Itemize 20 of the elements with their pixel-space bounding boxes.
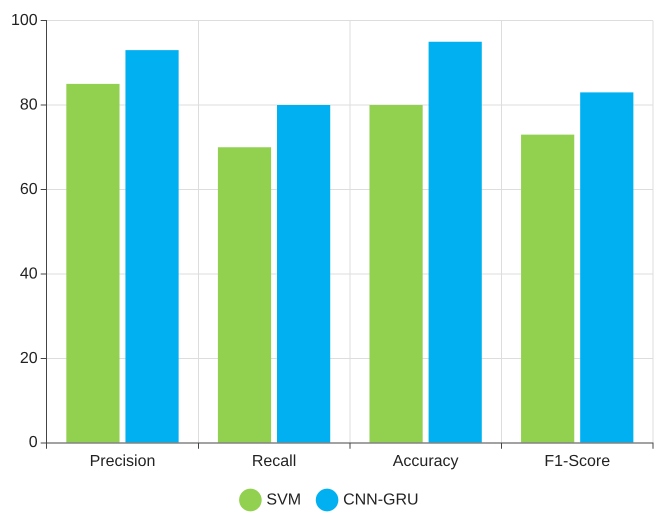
y-tick-label: 60	[20, 180, 38, 198]
bar	[521, 134, 574, 442]
x-tick-label: Precision	[90, 452, 156, 470]
legend-label: CNN-GRU	[343, 491, 419, 508]
y-tick-label: 100	[10, 12, 38, 30]
bar	[369, 105, 423, 442]
bar	[580, 92, 634, 442]
x-tick-label: Accuracy	[392, 452, 459, 470]
y-tick-label: 20	[20, 350, 38, 367]
y-tick-label: 80	[20, 96, 38, 114]
bar	[125, 50, 179, 442]
x-tick-label: F1-Score	[544, 452, 610, 470]
bar	[428, 42, 482, 442]
y-tick-label: 40	[20, 265, 38, 282]
bar	[218, 147, 272, 442]
x-tick-label: Recall	[252, 452, 296, 470]
bar	[66, 84, 120, 442]
legend-label: SVM	[266, 491, 302, 508]
y-tick-label: 0	[28, 434, 38, 452]
bar	[277, 105, 330, 442]
